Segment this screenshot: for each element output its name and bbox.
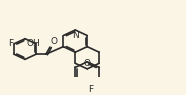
Text: O: O: [51, 37, 58, 46]
Text: F: F: [88, 85, 93, 94]
Text: OH: OH: [26, 40, 40, 49]
Text: N: N: [72, 31, 79, 40]
Text: F: F: [8, 39, 13, 48]
Text: O: O: [84, 59, 91, 68]
